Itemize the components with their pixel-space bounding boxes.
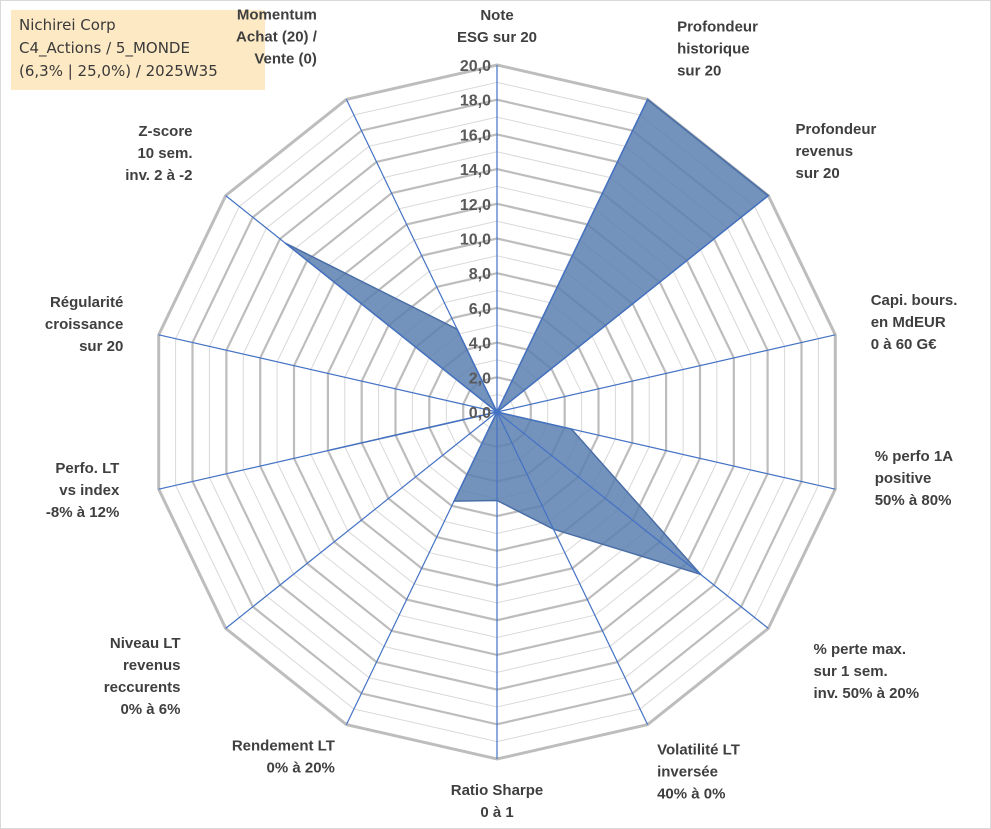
axis-label-line: Perfo. LT <box>55 460 119 477</box>
axis-label-14: Momentum Achat (20) / Vente (0) <box>236 7 318 68</box>
tick-label: 0,0 <box>469 405 491 422</box>
series-area <box>284 98 770 576</box>
axis-spoke <box>496 195 769 413</box>
axis-label-line: Ratio Sharpe <box>451 782 544 799</box>
axis-label-line: revenus <box>796 143 854 160</box>
axis-label-line: historique <box>677 41 750 58</box>
axis-label-line: Capi. bours. <box>871 292 958 309</box>
axis-label-line: reccurents <box>104 679 181 696</box>
axis-label-4: Capi. bours. en MdEUR 0 à 60 G€ <box>871 292 958 353</box>
axis-label-line: -8% à 12% <box>46 504 119 521</box>
axis-label-line: 10 sem. <box>137 145 192 162</box>
axis-label-line: Rendement LT <box>232 738 335 755</box>
tick-label: 6,0 <box>469 301 491 318</box>
tick-label: 20,0 <box>460 58 491 75</box>
tick-label: 2,0 <box>469 370 491 387</box>
tick-label: 14,0 <box>460 162 491 179</box>
axis-label-line: sur 20 <box>79 338 123 355</box>
axis-label-9: Rendement LT 0% à 20% <box>232 738 335 777</box>
tick-label: 16,0 <box>460 127 491 144</box>
axis-label-line: en MdEUR <box>871 314 946 331</box>
axis-label-line: Profondeur <box>677 19 758 36</box>
axis-label-line: Momentum <box>237 7 317 24</box>
title-line-3: (6,3% | 25,0%) / 2025W35 <box>19 62 218 80</box>
tick-label: 10,0 <box>460 232 491 249</box>
series-layer <box>284 98 770 576</box>
title-line-2: C4_Actions / 5_MONDE <box>19 39 190 57</box>
axis-spoke <box>496 411 769 629</box>
tick-label: 18,0 <box>460 93 491 110</box>
axis-label-line: sur 20 <box>796 165 840 182</box>
label-layer: Note ESG sur 20 Profondeur historique sur 20… <box>45 7 957 822</box>
axis-label-line: revenus <box>123 657 181 674</box>
axis-label-line: Profondeur <box>796 121 877 138</box>
title-box: Nichirei Corp C4_Actions / 5_MONDE (6,3%… <box>11 10 265 90</box>
axis-label-11: Perfo. LT vs index -8% à 12% <box>46 460 120 521</box>
axis-label-line: sur 20 <box>677 63 721 80</box>
axis-spoke <box>225 411 498 629</box>
axis-label-line: Achat (20) / <box>236 29 318 46</box>
title-line-1: Nichirei Corp <box>19 16 116 34</box>
axis-label-line: inversée <box>657 764 718 781</box>
axis-label-line: Vente (0) <box>254 51 317 68</box>
axis-label-line: % perfo 1A <box>875 448 954 465</box>
axis-label-line: 0% à 20% <box>267 760 335 777</box>
axis-spoke <box>496 334 836 413</box>
axis-spoke <box>225 195 498 413</box>
axis-label-5: % perfo 1A positive 50% à 80% <box>875 448 954 509</box>
axis-label-line: Volatilité LT <box>657 742 740 759</box>
axis-spoke <box>496 411 649 725</box>
axis-label-2: Profondeur historique sur 20 <box>677 19 758 80</box>
axis-spoke <box>496 99 649 413</box>
axis-spoke <box>158 411 498 490</box>
axis-spoke <box>496 411 836 490</box>
axis-label-7: Volatilité LT inversée 40% à 0% <box>657 742 740 803</box>
axis-label-line: 0% à 6% <box>120 701 180 718</box>
axis-label-line: Régularité <box>50 294 123 311</box>
axis-label-line: positive <box>875 470 932 487</box>
axis-spoke <box>345 411 498 725</box>
axis-label-line: Z-score <box>138 123 192 140</box>
axis-label-line: inv. 2 à -2 <box>125 167 192 184</box>
tick-label: 4,0 <box>469 336 491 353</box>
axis-label-line: 50% à 80% <box>875 492 952 509</box>
axis-label-line: inv. 50% à 20% <box>814 685 920 702</box>
axis-spoke <box>158 334 498 413</box>
axis-label-1: Note ESG sur 20 <box>457 7 537 46</box>
axis-spoke <box>345 99 498 413</box>
tick-layer: 0,0 2,0 4,0 6,0 8,0 10,0 12,0 14,0 16,0 18,0 20,0 <box>460 58 491 422</box>
tick-label: 12,0 <box>460 197 491 214</box>
spoke-layer <box>158 65 836 759</box>
axis-label-line: Niveau LT <box>110 635 181 652</box>
tick-label: 8,0 <box>469 266 491 283</box>
axis-label-3: Profondeur revenus sur 20 <box>796 121 877 182</box>
axis-label-line: Note <box>480 7 513 24</box>
axis-label-line: 0 à 60 G€ <box>871 336 938 353</box>
axis-label-line: 40% à 0% <box>657 786 725 803</box>
axis-label-13: Z-score 10 sem. inv. 2 à -2 <box>125 123 192 184</box>
axis-label-line: croissance <box>45 316 123 333</box>
axis-label-line: vs index <box>59 482 120 499</box>
axis-label-6: % perte max. sur 1 sem. inv. 50% à 20% <box>814 641 920 702</box>
axis-label-line: ESG sur 20 <box>457 29 537 46</box>
axis-label-line: 0 à 1 <box>480 804 513 821</box>
axis-label-line: % perte max. <box>814 641 907 658</box>
axis-label-line: sur 1 sem. <box>814 663 888 680</box>
axis-label-8: Ratio Sharpe 0 à 1 <box>451 782 544 821</box>
axis-label-10: Niveau LT revenus reccurents 0% à 6% <box>104 635 181 718</box>
axis-label-12: Régularité croissance sur 20 <box>45 294 123 355</box>
